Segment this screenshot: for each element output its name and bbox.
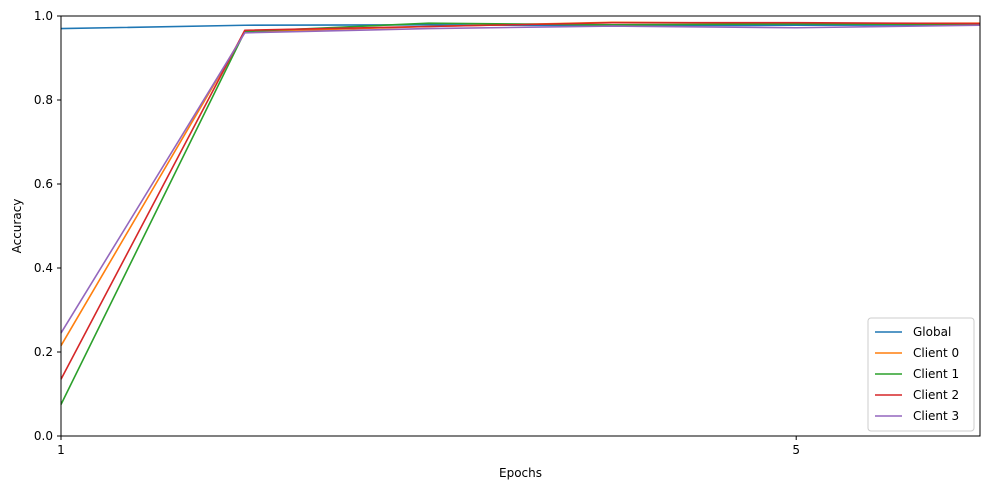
legend-entry-3: Client 2 bbox=[913, 388, 959, 402]
series-layer bbox=[60, 21, 981, 405]
y-tick-label: 0.8 bbox=[34, 93, 53, 107]
x-tick-label: 1 bbox=[57, 443, 65, 457]
y-tick-label: 1.0 bbox=[34, 9, 53, 23]
plot-frame bbox=[60, 15, 981, 437]
y-tick-label: 0.4 bbox=[34, 261, 53, 275]
legend-entry-4: Client 3 bbox=[913, 409, 959, 423]
x-axis-label: Epochs bbox=[499, 466, 542, 480]
legend: Global Client 0 Client 1 Client 2 Client 3 bbox=[867, 317, 975, 432]
y-tick-label: 0.2 bbox=[34, 345, 53, 359]
legend-entry-0: Global bbox=[913, 325, 951, 339]
legend-entry-1: Client 0 bbox=[913, 346, 959, 360]
y-tick-label: 0.0 bbox=[34, 429, 53, 443]
y-axis-ticks: 0.0 0.2 0.4 0.6 0.8 1.0 bbox=[34, 9, 61, 443]
series-line-2 bbox=[60, 22, 981, 405]
x-tick-label: 5 bbox=[792, 443, 800, 457]
series-line-4 bbox=[60, 24, 981, 334]
y-tick-label: 0.6 bbox=[34, 177, 53, 191]
series-line-1 bbox=[60, 21, 981, 347]
legend-entry-2: Client 1 bbox=[913, 367, 959, 381]
y-axis-label: Accuracy bbox=[10, 199, 24, 254]
series-line-3 bbox=[60, 21, 981, 380]
legend-box bbox=[867, 317, 975, 432]
